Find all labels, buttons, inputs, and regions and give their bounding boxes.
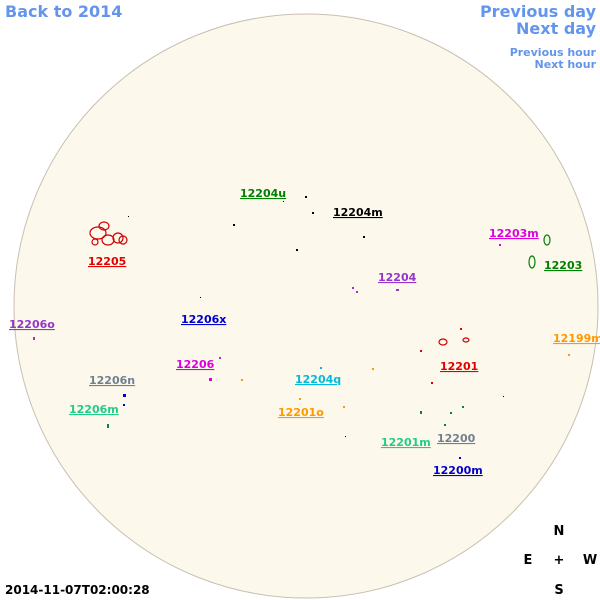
compass-center: + (554, 553, 565, 568)
region-link[interactable]: 12205 (88, 255, 126, 268)
sunspots (33, 196, 570, 459)
region-link[interactable]: 12206n (89, 374, 135, 387)
compass-north: N (554, 524, 565, 539)
region-labels: 12204u 12204m 12205 12203m 12203 12204 1… (9, 187, 600, 477)
region-link[interactable]: 12203m (489, 227, 539, 240)
region-link[interactable]: 12204m (333, 206, 383, 219)
previous-day-link[interactable]: Previous day (480, 2, 597, 21)
compass-east: E (524, 553, 533, 568)
compass-west: W (583, 553, 597, 568)
region-link[interactable]: 12201 (440, 360, 478, 373)
timestamp: 2014-11-07T02:00:28 (5, 583, 150, 597)
region-link[interactable]: 12199m (553, 332, 600, 345)
region-link[interactable]: 12206 (176, 358, 215, 371)
region-link[interactable]: 12204q (295, 373, 341, 386)
region-link[interactable]: 12204u (240, 187, 286, 200)
compass: N E + W S (524, 524, 598, 598)
previous-hour-link[interactable]: Previous hour (510, 46, 597, 59)
region-link[interactable]: 12206m (69, 403, 119, 416)
region-link[interactable]: 12200m (433, 464, 483, 477)
region-link[interactable]: 12206x (181, 313, 226, 326)
solar-disk (13, 13, 599, 599)
region-link[interactable]: 12201m (381, 436, 431, 449)
region-link[interactable]: 12204 (378, 271, 417, 284)
region-link[interactable]: 12203 (544, 259, 582, 272)
region-link[interactable]: 12201o (278, 406, 324, 419)
next-day-link[interactable]: Next day (516, 19, 597, 38)
back-link[interactable]: Back to 2014 (5, 2, 122, 21)
compass-south: S (554, 583, 563, 598)
region-link[interactable]: 12206o (9, 318, 55, 331)
next-hour-link[interactable]: Next hour (535, 58, 597, 71)
region-link[interactable]: 12200 (437, 432, 476, 445)
